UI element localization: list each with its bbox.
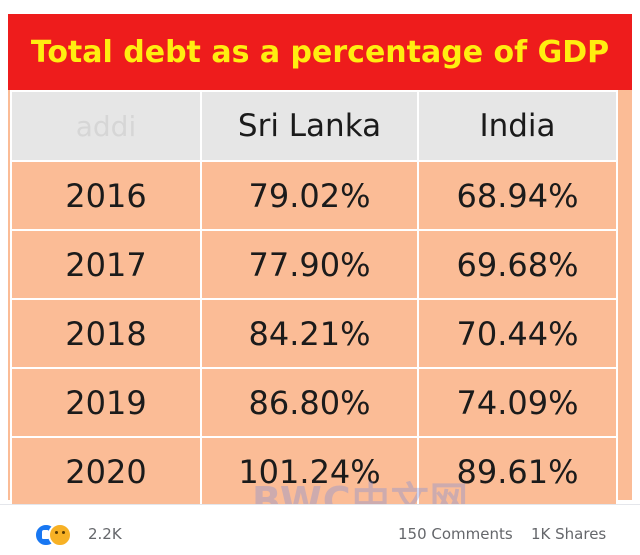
table-row: 2016 79.02% 68.94% xyxy=(10,160,618,231)
post-footer: 2.2K 150 Comments 1K Shares xyxy=(0,504,640,555)
shares-link[interactable]: 1K Shares xyxy=(531,525,607,543)
reaction-count[interactable]: 2.2K xyxy=(88,525,122,543)
india-cell: 69.68% xyxy=(417,229,618,300)
table-row: 2017 77.90% 69.68% xyxy=(10,229,618,300)
debt-table: addi Sri Lanka India 2016 79.02% 68.94% … xyxy=(10,90,618,507)
table-row: 2018 84.21% 70.44% xyxy=(10,298,618,369)
comments-link[interactable]: 150 Comments xyxy=(398,525,513,543)
column-header-sri-lanka: Sri Lanka xyxy=(200,90,419,162)
india-cell: 70.44% xyxy=(417,298,618,369)
header-row: addi Sri Lanka India xyxy=(10,90,618,162)
year-cell: 2016 xyxy=(10,160,202,231)
year-cell: 2020 xyxy=(10,436,202,507)
sri-lanka-cell: 77.90% xyxy=(200,229,419,300)
table-row: 2019 86.80% 74.09% xyxy=(10,367,618,438)
sri-lanka-cell: 86.80% xyxy=(200,367,419,438)
india-cell: 68.94% xyxy=(417,160,618,231)
table-row: 2020 101.24% 89.61% xyxy=(10,436,618,507)
india-cell: 74.09% xyxy=(417,367,618,438)
year-cell: 2018 xyxy=(10,298,202,369)
year-cell: 2017 xyxy=(10,229,202,300)
sri-lanka-cell: 84.21% xyxy=(200,298,419,369)
table-title: Total debt as a percentage of GDP xyxy=(8,14,632,90)
sad-icon xyxy=(48,523,72,547)
corner-header: addi xyxy=(10,90,202,162)
reactions-summary[interactable] xyxy=(34,523,78,547)
year-cell: 2019 xyxy=(10,367,202,438)
sri-lanka-cell: 101.24% xyxy=(200,436,419,507)
india-cell: 89.61% xyxy=(417,436,618,507)
column-header-india: India xyxy=(417,90,618,162)
sri-lanka-cell: 79.02% xyxy=(200,160,419,231)
